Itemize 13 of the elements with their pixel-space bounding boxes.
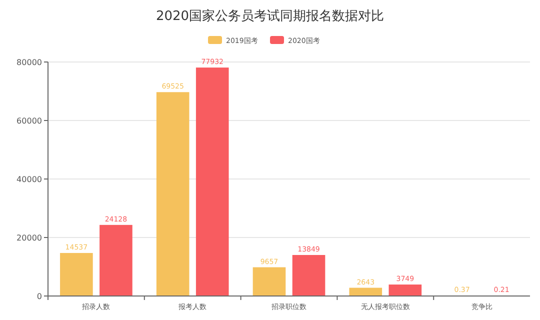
y-tick-label: 20000 [16, 234, 42, 242]
bar [156, 92, 190, 296]
chart-title: 2020国家公务员考试同期报名数据对比 [156, 8, 384, 24]
y-tick-label: 80000 [16, 58, 42, 67]
y-tick-label: 0 [36, 292, 42, 301]
bar [60, 252, 93, 296]
bar [252, 267, 286, 296]
bar [388, 284, 422, 296]
bar [196, 68, 229, 296]
bar [100, 224, 132, 296]
y-tick-label: 40000 [16, 175, 42, 184]
y-tick-label: 60000 [16, 116, 42, 126]
bar [292, 254, 326, 296]
